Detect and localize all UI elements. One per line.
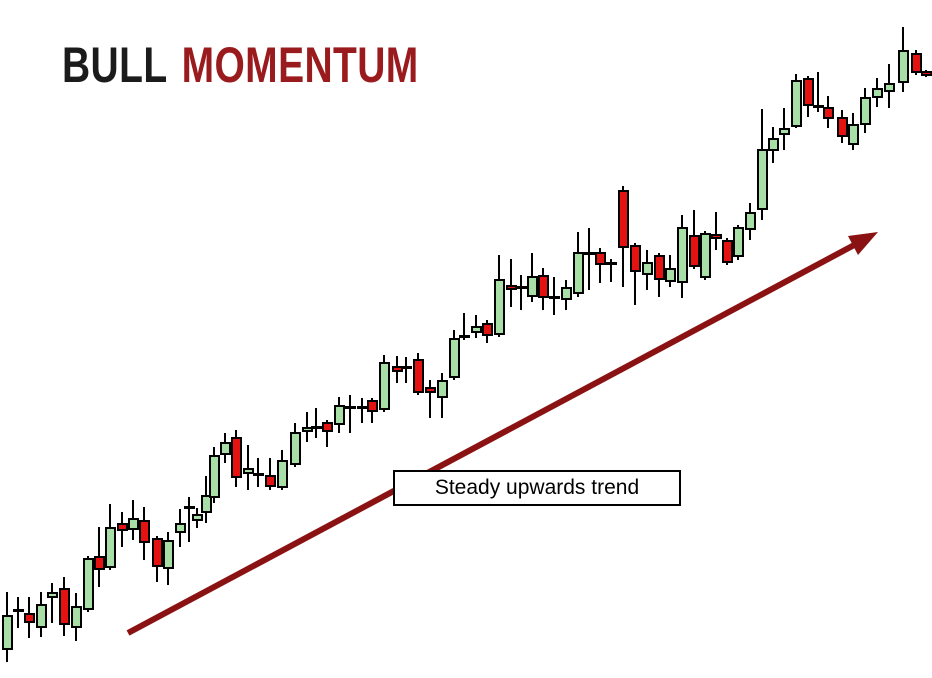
doji-candle [605, 261, 617, 265]
bearish-candle-body [116, 523, 128, 531]
doji-candle [12, 608, 24, 612]
candle-wick [817, 72, 819, 112]
bearish-candle-body [537, 275, 549, 298]
doji-candle [812, 104, 824, 108]
bullish-candle-body [219, 442, 231, 455]
bullish-candle-body [756, 149, 768, 210]
bullish-candle-body [732, 227, 744, 257]
bullish-candle-body [526, 276, 538, 297]
candle-wick [520, 275, 522, 310]
bullish-candle-body [767, 138, 779, 151]
bearish-candle-body [688, 235, 700, 267]
bullish-candle-body [162, 540, 174, 569]
bearish-candle-body [910, 53, 922, 73]
bullish-candle-body [676, 227, 688, 283]
title-word-momentum: MOMENTUM [181, 37, 419, 93]
bearish-candle-body [920, 71, 932, 76]
candle-wick [429, 380, 431, 418]
bullish-candle-body [35, 604, 47, 628]
candle-wick [715, 212, 717, 250]
bearish-candle-body [721, 240, 733, 263]
doji-candle [458, 334, 470, 338]
bearish-candle-body [23, 613, 35, 623]
doji-candle [310, 425, 322, 429]
bullish-candle-body [46, 592, 58, 598]
bullish-candle-body [1, 615, 13, 650]
bearish-candle-body [629, 245, 641, 272]
bullish-candle-body [744, 212, 756, 230]
bullish-candle-body [127, 518, 139, 530]
bearish-candle-body [151, 538, 163, 567]
doji-candle [252, 472, 264, 476]
doji-candle [344, 405, 356, 409]
bullish-candle-body [641, 262, 653, 275]
bearish-candle-body [481, 323, 493, 336]
bullish-candle-body [560, 287, 572, 300]
doji-candle [583, 251, 595, 255]
trend-annotation-label: Steady upwards trend [434, 476, 640, 499]
bearish-candle-body [412, 359, 424, 393]
bullish-candle-body [191, 514, 203, 521]
bullish-candle-body [664, 268, 676, 282]
bullish-candle-body [847, 124, 859, 145]
bearish-candle-body [366, 400, 378, 412]
bearish-candle-body [653, 255, 665, 280]
bullish-candle-body [790, 80, 802, 127]
bullish-candle-body [333, 405, 345, 425]
bullish-candle-body [897, 50, 909, 83]
candle-wick [51, 583, 53, 623]
title-word-bull: BULL [62, 37, 168, 93]
bullish-candle-body [104, 527, 116, 568]
chart-title: BULL MOMENTUM [62, 36, 419, 94]
bearish-candle-body [321, 422, 333, 432]
bullish-candle-body [436, 380, 448, 398]
bearish-candle-body [264, 475, 276, 487]
doji-candle [183, 505, 195, 509]
bullish-candle-body [699, 233, 711, 278]
doji-candle [400, 365, 412, 369]
bearish-candle-body [93, 556, 105, 570]
candle-wick [405, 357, 407, 383]
bearish-candle-body [617, 190, 629, 248]
candle-wick [349, 395, 351, 433]
candle-wick [315, 408, 317, 438]
bearish-candle-body [822, 107, 834, 119]
bullish-candle-body [289, 432, 301, 465]
candle-wick [361, 398, 363, 423]
bearish-candle-body [594, 252, 606, 265]
bearish-candle-body [710, 234, 722, 239]
bullish-candle-body [208, 455, 220, 498]
bearish-candle-body [802, 78, 814, 106]
bearish-candle-body [138, 520, 150, 543]
candle-wick [17, 597, 19, 628]
bearish-candle-body [424, 387, 436, 393]
candle-wick [188, 497, 190, 542]
candle-wick [510, 259, 512, 307]
bearish-candle-body [836, 117, 848, 137]
bullish-candle-body [470, 326, 482, 333]
bullish-candle-body [378, 362, 390, 410]
bullish-candle-body [82, 558, 94, 610]
bullish-candle-body [70, 606, 82, 628]
doji-candle [548, 295, 560, 299]
bullish-candle-body [883, 83, 895, 92]
bullish-candle-body [276, 460, 288, 488]
trend-annotation: Steady upwards trend [393, 470, 681, 506]
bearish-candle-body [230, 437, 242, 478]
doji-candle [515, 285, 527, 289]
bullish-candle-body [448, 338, 460, 378]
bullish-candle-body [493, 279, 505, 335]
bearish-candle-body [58, 588, 70, 625]
bullish-candle-body [871, 88, 883, 98]
bullish-candle-body [174, 523, 186, 533]
bullish-candle-body [859, 97, 871, 125]
candle-wick [588, 228, 590, 290]
bullish-candle-body [572, 252, 584, 294]
bullish-candle-body [778, 128, 790, 135]
